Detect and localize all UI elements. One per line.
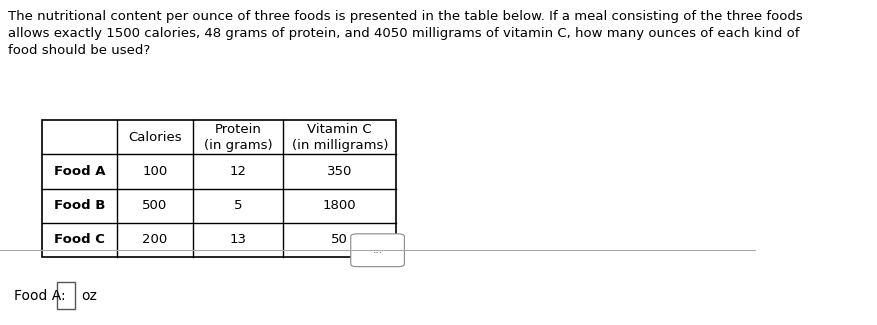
FancyBboxPatch shape	[351, 234, 404, 266]
Text: 5: 5	[233, 199, 242, 212]
Text: Vitamin C
(in milligrams): Vitamin C (in milligrams)	[291, 123, 388, 152]
Text: Food B: Food B	[53, 199, 105, 212]
Text: Food C: Food C	[53, 233, 104, 246]
Bar	[57, 282, 75, 309]
Bar	[41, 120, 396, 257]
Text: Calories: Calories	[128, 131, 182, 144]
Text: 100: 100	[142, 165, 168, 178]
Text: Food A: Food A	[53, 165, 105, 178]
Text: 1800: 1800	[323, 199, 357, 212]
Text: 50: 50	[332, 233, 348, 246]
Text: Food A:: Food A:	[13, 289, 65, 303]
Text: ...: ...	[373, 245, 382, 255]
Text: The nutritional content per ounce of three foods is presented in the table below: The nutritional content per ounce of thr…	[8, 10, 802, 57]
Text: 13: 13	[230, 233, 246, 246]
Text: 500: 500	[142, 199, 168, 212]
Text: Protein
(in grams): Protein (in grams)	[203, 123, 272, 152]
Text: oz: oz	[81, 289, 96, 303]
Text: 200: 200	[142, 233, 168, 246]
Text: 350: 350	[327, 165, 353, 178]
Text: 12: 12	[230, 165, 246, 178]
